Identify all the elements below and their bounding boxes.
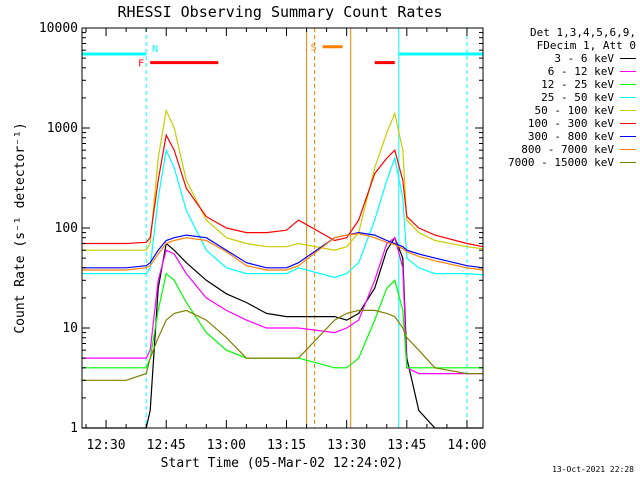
legend-header-line-2: FDecim 1, Att 0 (536, 39, 636, 52)
x-tick-label-1: 12:45 (147, 438, 186, 453)
x-axis-title: Start Time (05-Mar-02 12:24:02) (161, 456, 404, 471)
x-tick-label-4: 13:30 (327, 438, 366, 453)
series-line-8 (82, 309, 483, 381)
legend-item-3: 25 - 50 keV (484, 91, 636, 104)
x-tick-label-0: 12:30 (86, 438, 125, 453)
flag-label-1: F (138, 59, 144, 70)
legend-label: 50 - 100 keV (534, 104, 614, 117)
x-tick-label-5: 13:45 (387, 438, 426, 453)
legend-label: 300 - 800 keV (527, 130, 614, 143)
legend-label: 800 - 7000 keV (521, 143, 614, 156)
y-axis-title: Count Rate (s⁻¹ detector⁻¹) (13, 122, 28, 333)
legend-swatch (620, 71, 636, 72)
legend-label: 25 - 50 keV (541, 91, 614, 104)
y-tick-label-0: 1 (70, 421, 78, 436)
legend-item-2: 12 - 25 keV (484, 78, 636, 91)
generation-date: 13-Oct-2021 22:28 (552, 465, 634, 474)
y-tick-label-4: 10000 (39, 21, 78, 36)
legend-swatch (620, 136, 636, 137)
y-tick-label-2: 100 (55, 221, 78, 236)
x-tick-label-3: 13:15 (267, 438, 306, 453)
x-tick-label-6: 14:00 (447, 438, 486, 453)
legend-header-line-1: Det 1,3,4,5,6,9, (530, 26, 636, 39)
legend-label: 7000 - 15000 keV (508, 156, 614, 169)
series-line-2 (82, 272, 483, 369)
legend-label: 6 - 12 keV (547, 65, 614, 78)
series-line-6 (82, 231, 484, 269)
flag-label-0: N (152, 44, 158, 55)
legend-swatch (620, 162, 636, 163)
legend-swatch (620, 97, 636, 98)
y-tick-label-1: 10 (62, 321, 78, 336)
legend-item-5: 100 - 300 keV (484, 117, 636, 130)
legend-item-8: 7000 - 15000 keV (484, 156, 636, 169)
legend-item-6: 300 - 800 keV (484, 130, 636, 143)
legend-item-0: 3 - 6 keV (484, 52, 636, 65)
data-gap-0 (306, 28, 335, 428)
legend-item-7: 800 - 7000 keV (484, 143, 636, 156)
flag-label-2: S (311, 43, 317, 54)
series-line-7 (82, 232, 484, 271)
series-line-5 (82, 133, 484, 248)
legend-swatch (620, 110, 636, 111)
legend-swatch (620, 149, 636, 150)
legend-item-1: 6 - 12 keV (484, 65, 636, 78)
chart-title: RHESSI Observing Summary Count Rates (117, 3, 442, 21)
legend-label: 3 - 6 keV (554, 52, 614, 65)
series-line-3 (82, 148, 484, 279)
legend-label: 12 - 25 keV (541, 78, 614, 91)
legend-swatch (620, 84, 636, 85)
legend-swatch (620, 58, 636, 59)
legend-label: 100 - 300 keV (527, 117, 614, 130)
legend: Det 1,3,4,5,6,9, FDecim 1, Att 0 3 - 6 k… (484, 26, 636, 169)
y-tick-label-3: 1000 (47, 121, 78, 136)
legend-item-4: 50 - 100 keV (484, 104, 636, 117)
x-tick-label-2: 13:00 (207, 438, 246, 453)
legend-swatch (620, 123, 636, 124)
